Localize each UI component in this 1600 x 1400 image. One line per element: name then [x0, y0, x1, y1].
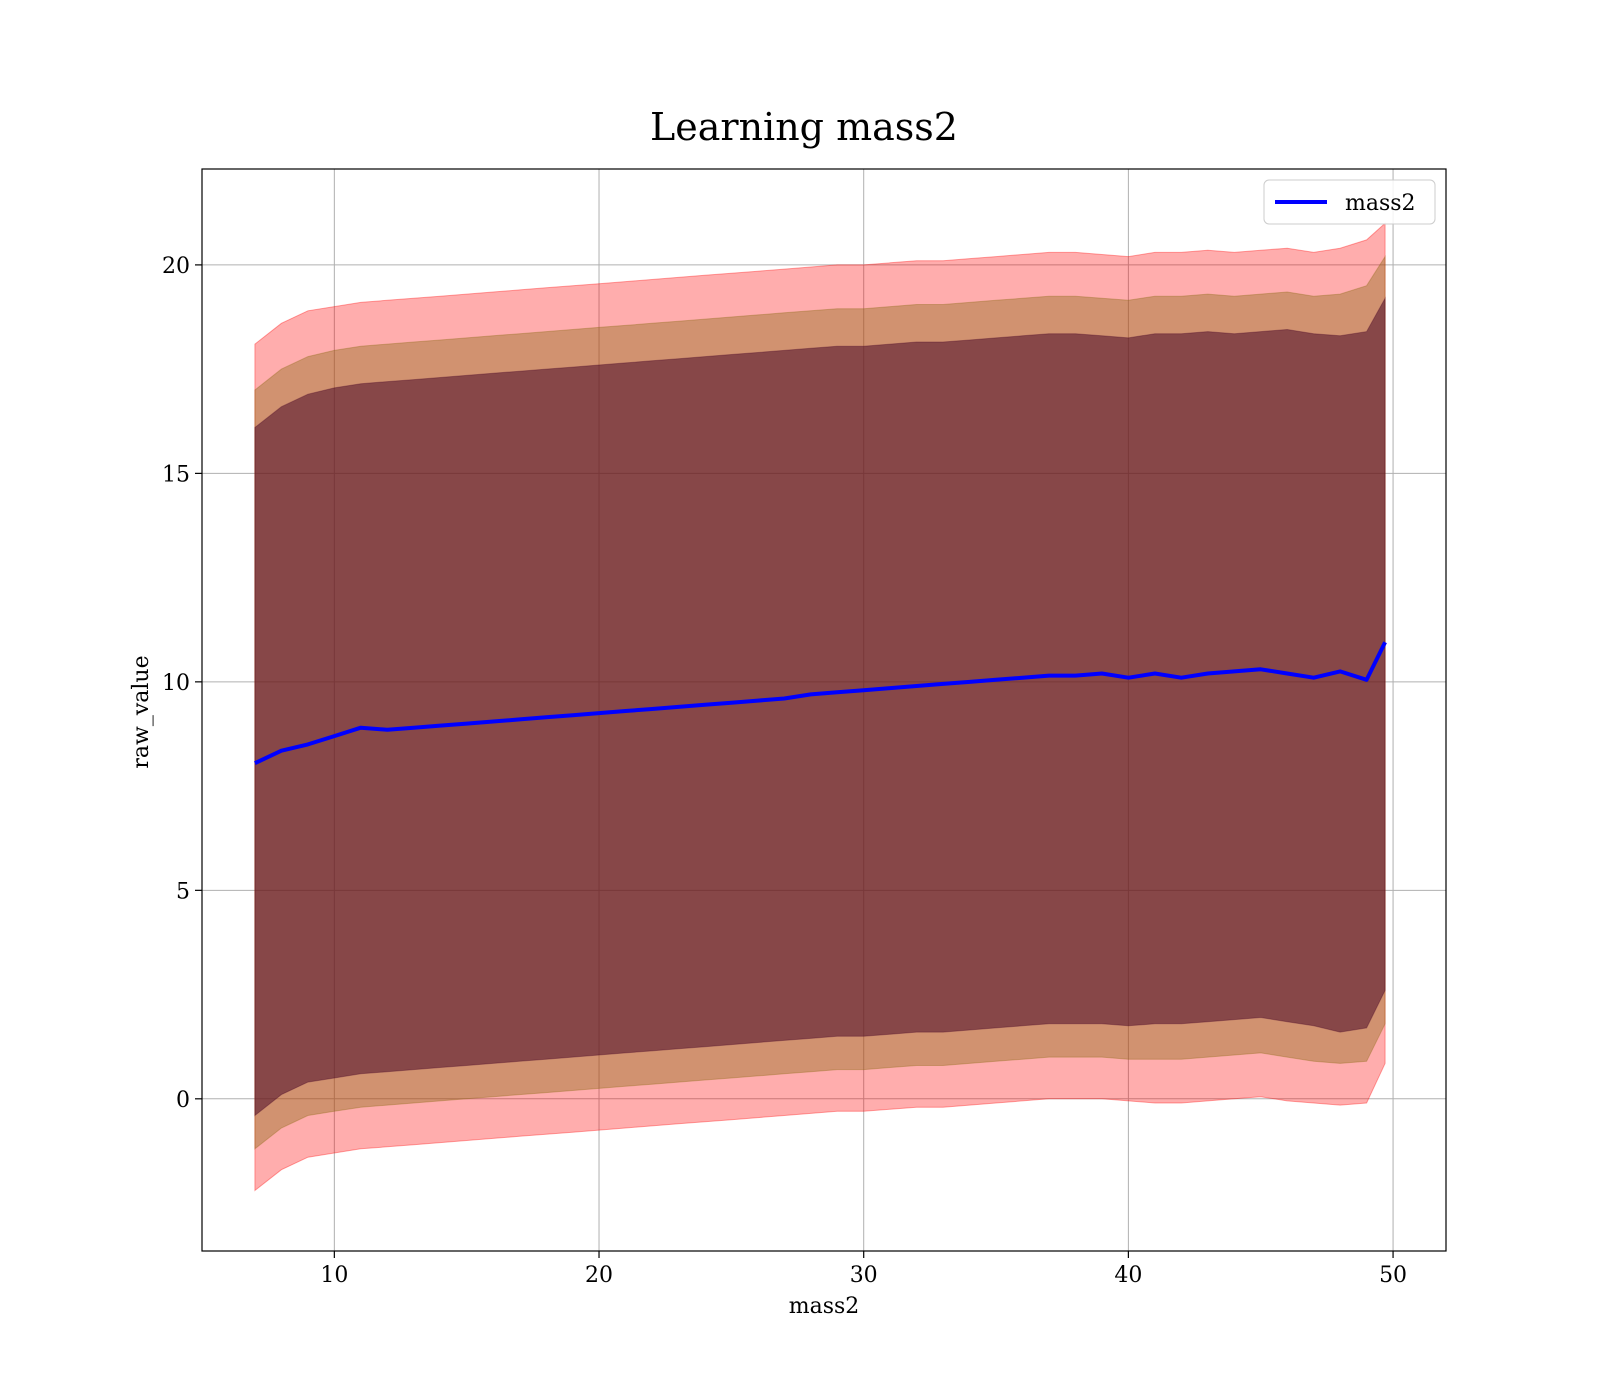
- plot-frame: [201, 168, 1447, 1252]
- legend-label: mass2: [1345, 191, 1416, 216]
- legend-box: [1263, 179, 1436, 225]
- x-ticks: 10 20 30 40 50: [320, 1251, 1407, 1288]
- chart-title: Learning mass2: [650, 105, 958, 149]
- y-ticks: 0 5 10 15 20: [162, 254, 202, 1113]
- confidence-bands: [254, 222, 1386, 1192]
- band-inner: [254, 296, 1386, 1117]
- y-tick-label: 15: [162, 462, 190, 487]
- x-tick-label: 20: [585, 1263, 613, 1288]
- x-tick-label: 40: [1114, 1263, 1142, 1288]
- x-tick-label: 10: [320, 1263, 348, 1288]
- x-axis-label: mass2: [789, 1294, 860, 1319]
- y-tick-label: 10: [162, 671, 190, 696]
- series-line-mass2: [254, 641, 1387, 766]
- y-tick-label: 5: [176, 879, 190, 904]
- x-tick-label: 30: [850, 1263, 878, 1288]
- y-tick-label: 0: [176, 1088, 190, 1113]
- series-lines: [254, 641, 1387, 766]
- y-axis-label: raw_value: [129, 655, 154, 768]
- y-tick-label: 20: [162, 254, 190, 279]
- x-tick-label: 50: [1379, 1263, 1407, 1288]
- legend: mass2: [1263, 179, 1436, 225]
